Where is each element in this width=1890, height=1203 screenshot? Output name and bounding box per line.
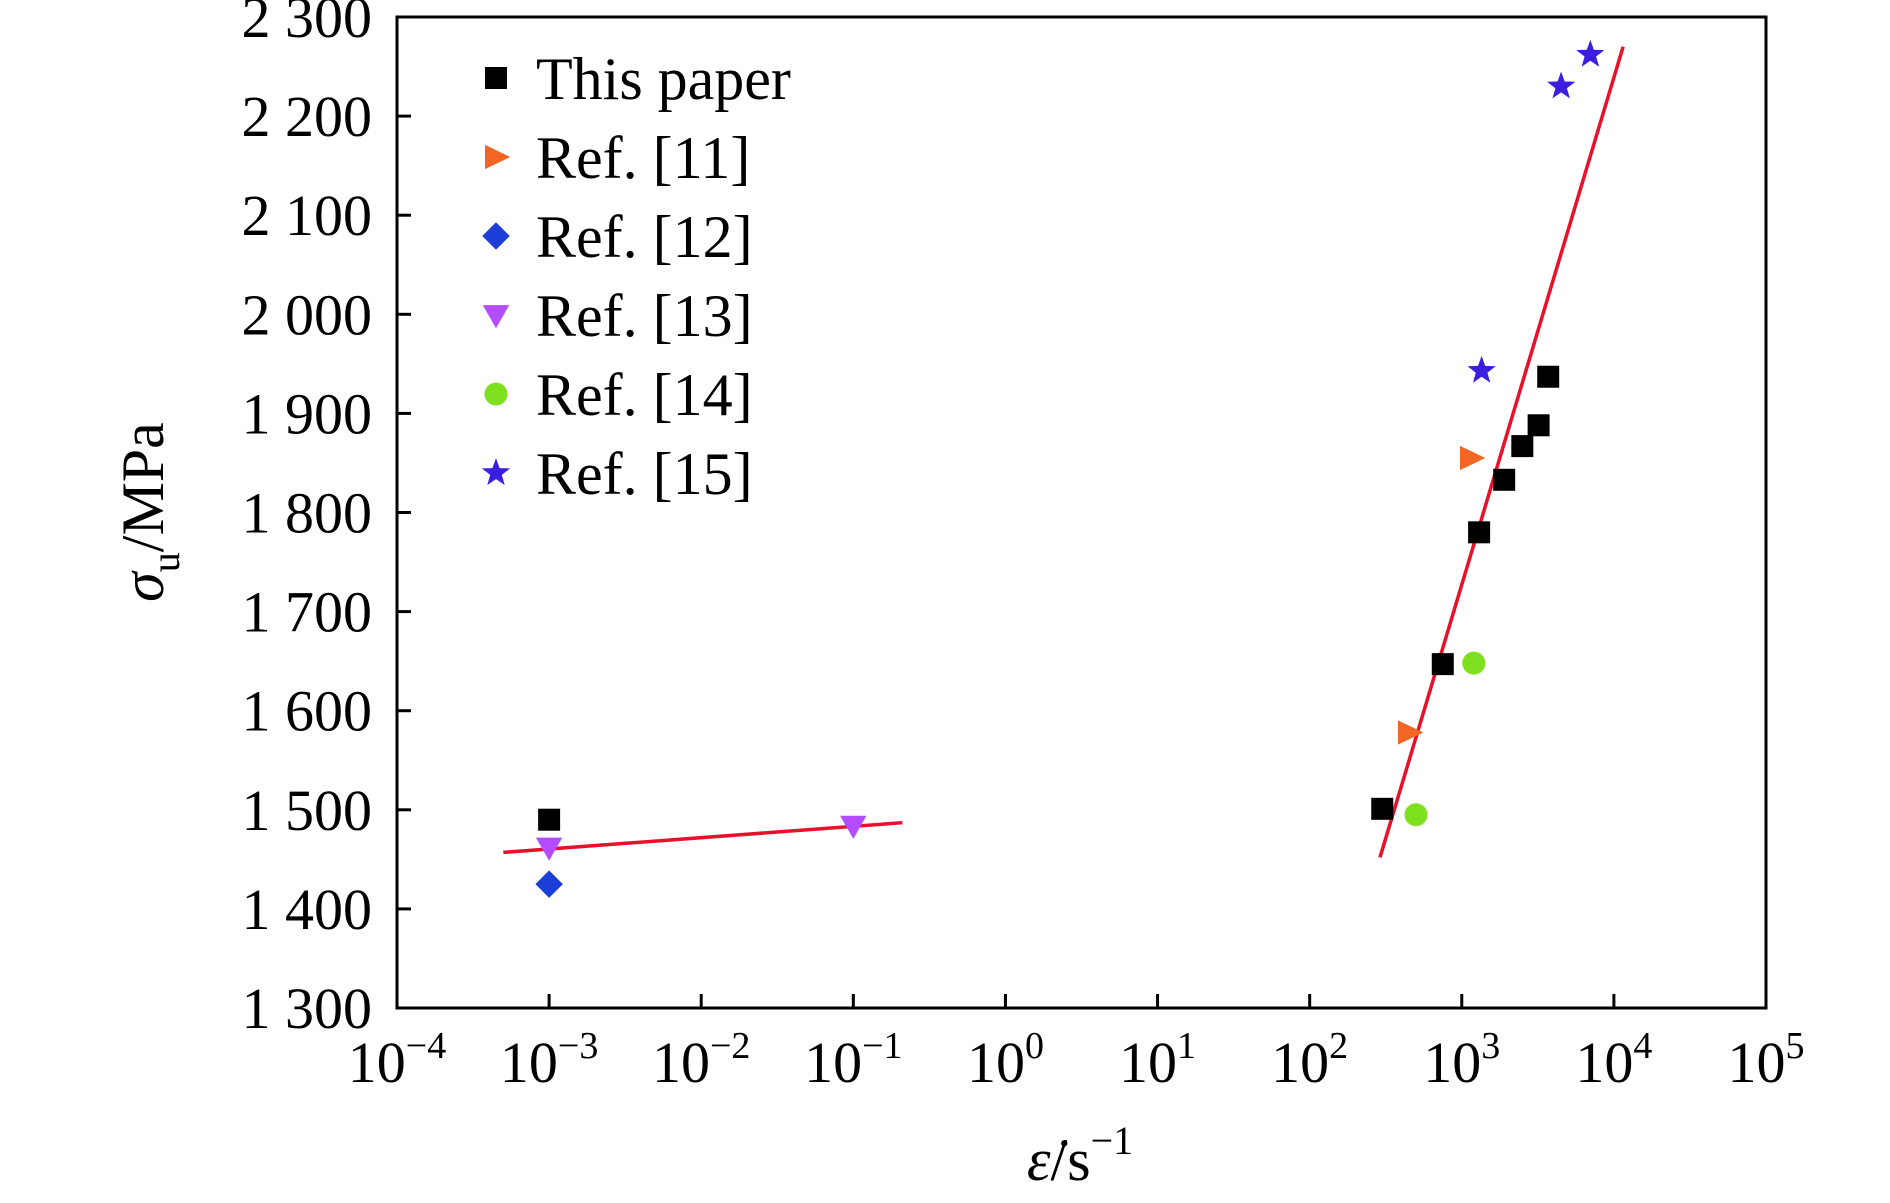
data-point <box>535 837 563 861</box>
y-tick-label: 2 200 <box>242 84 373 149</box>
data-point <box>1468 521 1491 544</box>
legend-label: Ref. [15] <box>536 441 753 507</box>
y-tick-label: 2 100 <box>242 183 373 248</box>
legend-marker <box>485 67 507 89</box>
y-tick-label: 2 000 <box>242 282 373 347</box>
x-tick-label: 104 <box>1575 1025 1652 1095</box>
y-tick-label: 1 700 <box>242 580 373 645</box>
legend: This paper Ref. [11] Ref. [12] Ref. [13] Ref… <box>481 46 791 507</box>
fit-line <box>503 820 903 855</box>
x-tick-label: 103 <box>1423 1025 1500 1095</box>
data-point <box>1511 435 1534 458</box>
fit-line <box>1378 46 1625 858</box>
legend-marker <box>484 382 508 406</box>
data-point <box>1547 71 1576 99</box>
data-points <box>535 39 1605 898</box>
data-point <box>535 870 563 898</box>
y-tick-label: 1 300 <box>242 976 373 1041</box>
x-tick-label: 10−1 <box>804 1025 902 1095</box>
y-tick-label: 1 800 <box>242 481 373 546</box>
data-point <box>1404 803 1428 827</box>
data-point <box>1431 653 1454 676</box>
data-point <box>1398 720 1424 745</box>
data-point <box>1527 414 1550 437</box>
y-tick-label: 1 600 <box>242 679 373 744</box>
data-point <box>1460 445 1486 471</box>
data-point <box>1467 355 1496 383</box>
axis-ticks: 10−4 10−3 10−2 10−1 100 101 102 103 104 105 1 300 1… <box>242 0 1805 1095</box>
x-tick-label: 10−2 <box>652 1025 750 1095</box>
legend-marker <box>482 222 510 250</box>
data-point <box>1493 468 1516 491</box>
x-tick-label: 101 <box>1119 1025 1196 1095</box>
legend-label: Ref. [13] <box>536 283 753 349</box>
fit-lines <box>503 46 1625 858</box>
x-tick-label: 10−3 <box>500 1025 598 1095</box>
y-tick-label: 1 400 <box>242 877 373 942</box>
data-point <box>1576 39 1605 67</box>
legend-marker <box>481 458 511 485</box>
x-tick-label: 102 <box>1271 1025 1348 1095</box>
data-point <box>840 815 867 839</box>
data-point <box>1371 797 1394 820</box>
legend-label: This paper <box>536 46 791 112</box>
x-tick-label: 10−4 <box>348 1025 446 1095</box>
legend-label: Ref. [11] <box>536 125 750 191</box>
axis-titles: ε̇/s−1 σu/MPa <box>110 422 1133 1193</box>
y-tick-label: 2 300 <box>242 0 373 50</box>
x-axis-title: ε̇/s−1 <box>1027 1118 1133 1193</box>
y-axis-title: σu/MPa <box>110 422 188 602</box>
y-tick-label: 1 900 <box>242 381 373 446</box>
legend-marker <box>485 144 511 170</box>
data-point <box>538 808 561 831</box>
legend-marker <box>482 305 510 329</box>
x-tick-label: 100 <box>967 1025 1044 1095</box>
data-point <box>1537 365 1560 388</box>
x-tick-label: 105 <box>1728 1025 1805 1095</box>
legend-label: Ref. [14] <box>536 362 753 428</box>
data-point <box>1462 651 1486 675</box>
y-tick-label: 1 500 <box>242 778 373 843</box>
legend-label: Ref. [12] <box>536 204 753 270</box>
